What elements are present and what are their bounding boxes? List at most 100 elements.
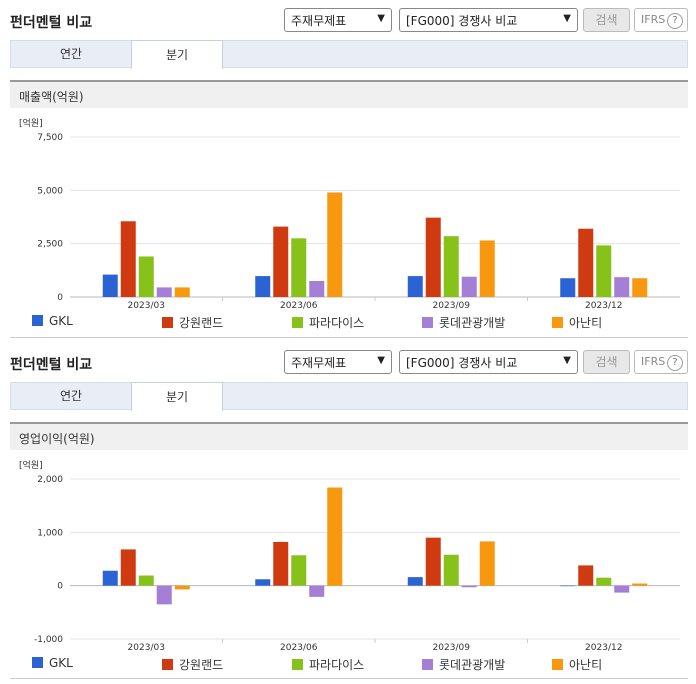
period-tabs: 연간 분기 [10,40,688,69]
chart-panel-header: 매출액(억원) [10,80,688,108]
bar-4-2023-03[interactable] [156,585,172,605]
bar-2-2023-09[interactable] [425,537,441,586]
legend-item-4[interactable]: 롯데관광개발 [422,656,505,673]
ifrs-label: IFRS [641,355,666,368]
bar-4-2023-12[interactable] [614,585,630,593]
period-tabs: 연간 분기 [10,382,688,411]
bar-5-2023-09[interactable] [479,541,495,586]
bar-3-2023-03[interactable] [138,256,154,297]
bar-2-2023-03[interactable] [120,221,136,297]
bar-5-2023-03[interactable] [174,287,190,297]
divider [10,337,688,338]
legend-label: GKL [49,656,73,670]
bar-5-2023-12[interactable] [632,583,648,586]
legend-item-5[interactable]: 아난티 [552,314,602,331]
ifrs-help-button[interactable]: IFRS ? [634,350,688,374]
indicator-select[interactable]: 주재무제표 ▼ [284,8,392,32]
legend-label: 롯데관광개발 [439,316,506,330]
legend-label: GKL [49,314,73,328]
legend-item-2[interactable]: 강원랜드 [162,656,223,673]
legend-label: 롯데관광개발 [439,658,506,672]
bar-3-2023-09[interactable] [443,554,459,586]
legend-item-3[interactable]: 파라다이스 [292,314,364,331]
help-icon: ? [667,13,683,29]
x-tick-label: 2023/03 [128,301,165,310]
x-tick-label: 2023/09 [433,643,471,652]
section-header: 펀더멘털 비교 주재무제표 ▼ [FG000] 경쟁사 비교 ▼ 검색 IFRS… [0,0,696,36]
legend-item-1[interactable]: GKL [32,656,73,670]
legend-item-1[interactable]: GKL [32,314,73,328]
bar-3-2023-09[interactable] [443,236,459,297]
bar-4-2023-12[interactable] [614,277,630,297]
legend-item-3[interactable]: 파라다이스 [292,656,364,673]
bar-2-2023-06[interactable] [273,226,289,297]
legend-swatch [422,659,433,670]
bar-5-2023-06[interactable] [327,487,343,586]
ifrs-help-button[interactable]: IFRS ? [634,8,688,32]
legend-item-5[interactable]: 아난티 [552,656,602,673]
search-button[interactable]: 검색 [583,350,630,374]
x-tick-label: 2023/03 [128,643,165,652]
legend-swatch [162,659,173,670]
y-tick-label: 0 [57,582,63,592]
legend-swatch [422,317,433,328]
legend-swatch [552,659,563,670]
legend-label: 파라다이스 [309,658,365,672]
bar-1-2023-09[interactable] [407,577,423,586]
bar-4-2023-09[interactable] [461,276,477,297]
search-button[interactable]: 검색 [583,8,630,32]
bar-5-2023-03[interactable] [174,585,190,590]
legend-label: 강원랜드 [179,658,224,672]
bar-2-2023-03[interactable] [120,549,136,586]
compare-select[interactable]: [FG000] 경쟁사 비교 ▼ [399,8,578,32]
help-icon: ? [667,355,683,371]
chart-panel-header: 영업이익(억원) [10,422,688,450]
bar-3-2023-06[interactable] [291,238,307,297]
indicator-select[interactable]: 주재무제표 ▼ [284,350,392,374]
tab-annual[interactable]: 연간 [59,389,83,403]
bar-4-2023-09[interactable] [461,585,477,588]
x-tick-label: 2023/12 [585,301,622,310]
bar-3-2023-06[interactable] [291,555,307,586]
bar-1-2023-06[interactable] [255,276,271,297]
bar-1-2023-03[interactable] [102,274,118,297]
chevron-down-icon: ▼ [377,13,385,24]
section-title: 펀더멘털 비교 [10,15,93,31]
bar-1-2023-12[interactable] [560,585,576,587]
legend-swatch [292,659,303,670]
tab-annual[interactable]: 연간 [59,47,83,61]
y-tick-label: 0 [57,293,63,303]
bar-2-2023-12[interactable] [578,228,594,297]
y-tick-label: 5,000 [37,186,63,196]
legend-label: 아난티 [569,316,603,330]
indicator-select-value: 주재무제표 [291,356,347,370]
bar-2-2023-09[interactable] [425,217,441,297]
bar-2-2023-06[interactable] [273,541,289,586]
bar-1-2023-12[interactable] [560,278,576,297]
bar-3-2023-12[interactable] [596,245,612,297]
bar-3-2023-03[interactable] [138,575,154,586]
compare-select[interactable]: [FG000] 경쟁사 비교 ▼ [399,350,578,374]
indicator-select-value: 주재무제표 [291,14,347,28]
bar-1-2023-09[interactable] [407,276,423,297]
bar-4-2023-06[interactable] [309,585,325,597]
bar-5-2023-12[interactable] [632,278,648,297]
divider [10,678,688,679]
legend-swatch [292,317,303,328]
bar-5-2023-06[interactable] [327,192,343,297]
x-tick-label: 2023/09 [433,301,471,310]
ifrs-label: IFRS [641,13,666,26]
legend-item-2[interactable]: 강원랜드 [162,314,223,331]
x-tick-label: 2023/06 [280,301,318,310]
bar-4-2023-06[interactable] [309,281,325,297]
tab-quarterly[interactable]: 분기 [131,382,223,411]
bar-2-2023-12[interactable] [578,565,594,586]
fundamental-section-operating-profit: 펀더멘털 비교 주재무제표 ▼ [FG000] 경쟁사 비교 ▼ 검색 IFRS… [0,342,696,679]
bar-3-2023-12[interactable] [596,577,612,586]
tab-quarterly[interactable]: 분기 [131,40,223,69]
bar-1-2023-03[interactable] [102,570,118,586]
bar-5-2023-09[interactable] [479,240,495,297]
legend-item-4[interactable]: 롯데관광개발 [422,314,505,331]
bar-1-2023-06[interactable] [255,579,271,586]
bar-4-2023-03[interactable] [156,287,172,297]
